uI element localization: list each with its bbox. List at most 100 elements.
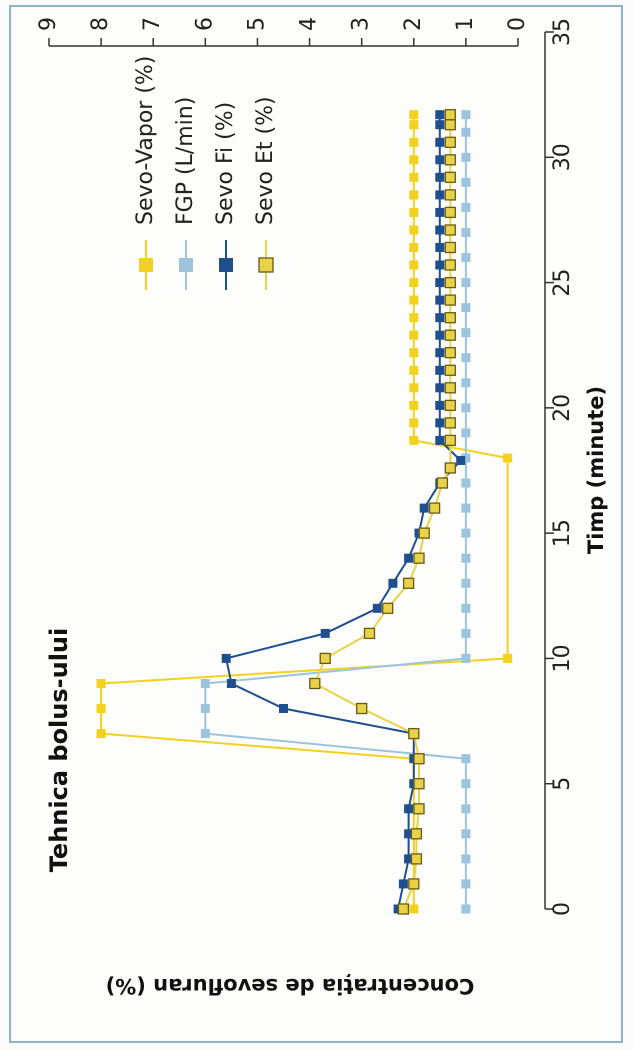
data-point <box>435 435 445 445</box>
data-point <box>413 778 425 790</box>
data-point <box>461 152 471 162</box>
data-point <box>461 628 471 638</box>
y-axis-label: Concentrația de sevofluran (%) <box>106 973 475 998</box>
legend-label: FGP (L/min) <box>173 97 198 225</box>
data-point <box>404 854 414 864</box>
legend-swatch-marker <box>179 258 193 272</box>
y-tick-label: 4 <box>297 17 322 31</box>
data-point <box>363 627 376 640</box>
x-tick-label: 0 <box>550 902 575 916</box>
data-point <box>461 110 471 120</box>
data-point <box>435 260 445 270</box>
data-point <box>503 453 513 463</box>
data-point <box>461 578 471 588</box>
data-point <box>444 434 456 447</box>
data-point <box>444 189 456 201</box>
data-point <box>419 503 429 513</box>
data-point <box>320 628 330 638</box>
data-point <box>435 172 445 182</box>
data-point <box>444 119 456 131</box>
data-point <box>409 365 419 375</box>
x-axis-label: Timp (minute) <box>584 386 608 554</box>
data-point <box>372 603 382 613</box>
data-point <box>444 171 456 183</box>
data-point <box>409 418 419 428</box>
series-lines <box>96 109 513 915</box>
data-point <box>409 904 419 914</box>
data-point <box>409 207 419 217</box>
legend-swatch-marker <box>219 258 233 272</box>
data-point <box>410 853 423 865</box>
data-point <box>279 704 288 713</box>
data-point <box>409 243 419 252</box>
data-point <box>409 278 419 288</box>
data-point <box>409 172 419 182</box>
data-point <box>435 155 445 165</box>
data-point <box>461 603 471 613</box>
data-point <box>388 578 398 588</box>
data-point <box>435 400 445 410</box>
chart-title: Tehnica bolus-ului <box>45 628 73 873</box>
data-point <box>444 224 456 236</box>
data-point <box>461 854 471 864</box>
y-tick-label: 6 <box>192 17 217 31</box>
data-point <box>200 704 210 713</box>
data-point <box>435 137 445 147</box>
data-point <box>435 120 445 130</box>
data-point <box>200 729 210 739</box>
data-point <box>404 829 414 839</box>
data-point <box>409 110 419 120</box>
data-point <box>409 330 419 340</box>
data-point <box>444 462 456 474</box>
data-point <box>409 190 419 200</box>
chart-frame <box>9 5 623 1043</box>
legend: Sevo-Vapor (%) FGP (L/min) Sevo Fi (%) Sevo… <box>133 56 278 290</box>
y-tick-label: 7 <box>140 17 165 31</box>
x-tick-label: 20 <box>550 394 575 422</box>
data-point <box>409 155 419 165</box>
data-point <box>444 136 456 148</box>
data-point <box>461 528 471 538</box>
data-point <box>461 553 471 563</box>
data-point <box>409 260 419 270</box>
data-point <box>435 225 445 235</box>
data-point <box>309 677 321 690</box>
legend-item: Sevo-Vapor (%) <box>133 56 158 290</box>
data-point <box>461 453 471 463</box>
series-1 <box>200 110 471 914</box>
data-point <box>461 478 471 488</box>
data-point <box>404 804 414 814</box>
data-point <box>435 348 445 358</box>
data-point <box>435 207 445 217</box>
x-tick-label: 25 <box>550 269 575 297</box>
data-point <box>435 278 445 288</box>
legend-label: Sevo Fi (%) <box>213 102 238 225</box>
data-point <box>444 382 456 394</box>
data-point <box>444 364 456 376</box>
data-point <box>408 878 420 890</box>
data-point <box>402 577 415 589</box>
data-point <box>461 653 471 663</box>
x-tick-label: 10 <box>550 644 575 672</box>
y-tick-label: 5 <box>244 17 269 31</box>
x-tick-label: 15 <box>550 519 575 547</box>
data-point <box>409 120 419 130</box>
data-point <box>408 727 420 740</box>
data-point <box>461 403 471 413</box>
data-point <box>444 312 456 324</box>
data-point <box>409 225 419 235</box>
data-point <box>319 652 331 665</box>
legend-item: Sevo Fi (%) <box>213 102 238 290</box>
data-point <box>461 303 471 313</box>
data-point <box>461 253 471 262</box>
legend-label: Sevo-Vapor (%) <box>133 56 158 225</box>
data-point <box>96 729 106 739</box>
data-point <box>413 803 425 815</box>
data-point <box>96 679 106 688</box>
data-point <box>461 378 471 388</box>
data-point <box>221 653 231 663</box>
data-point <box>444 259 456 271</box>
data-point <box>461 829 471 839</box>
data-point <box>461 779 471 789</box>
data-point <box>461 127 471 137</box>
